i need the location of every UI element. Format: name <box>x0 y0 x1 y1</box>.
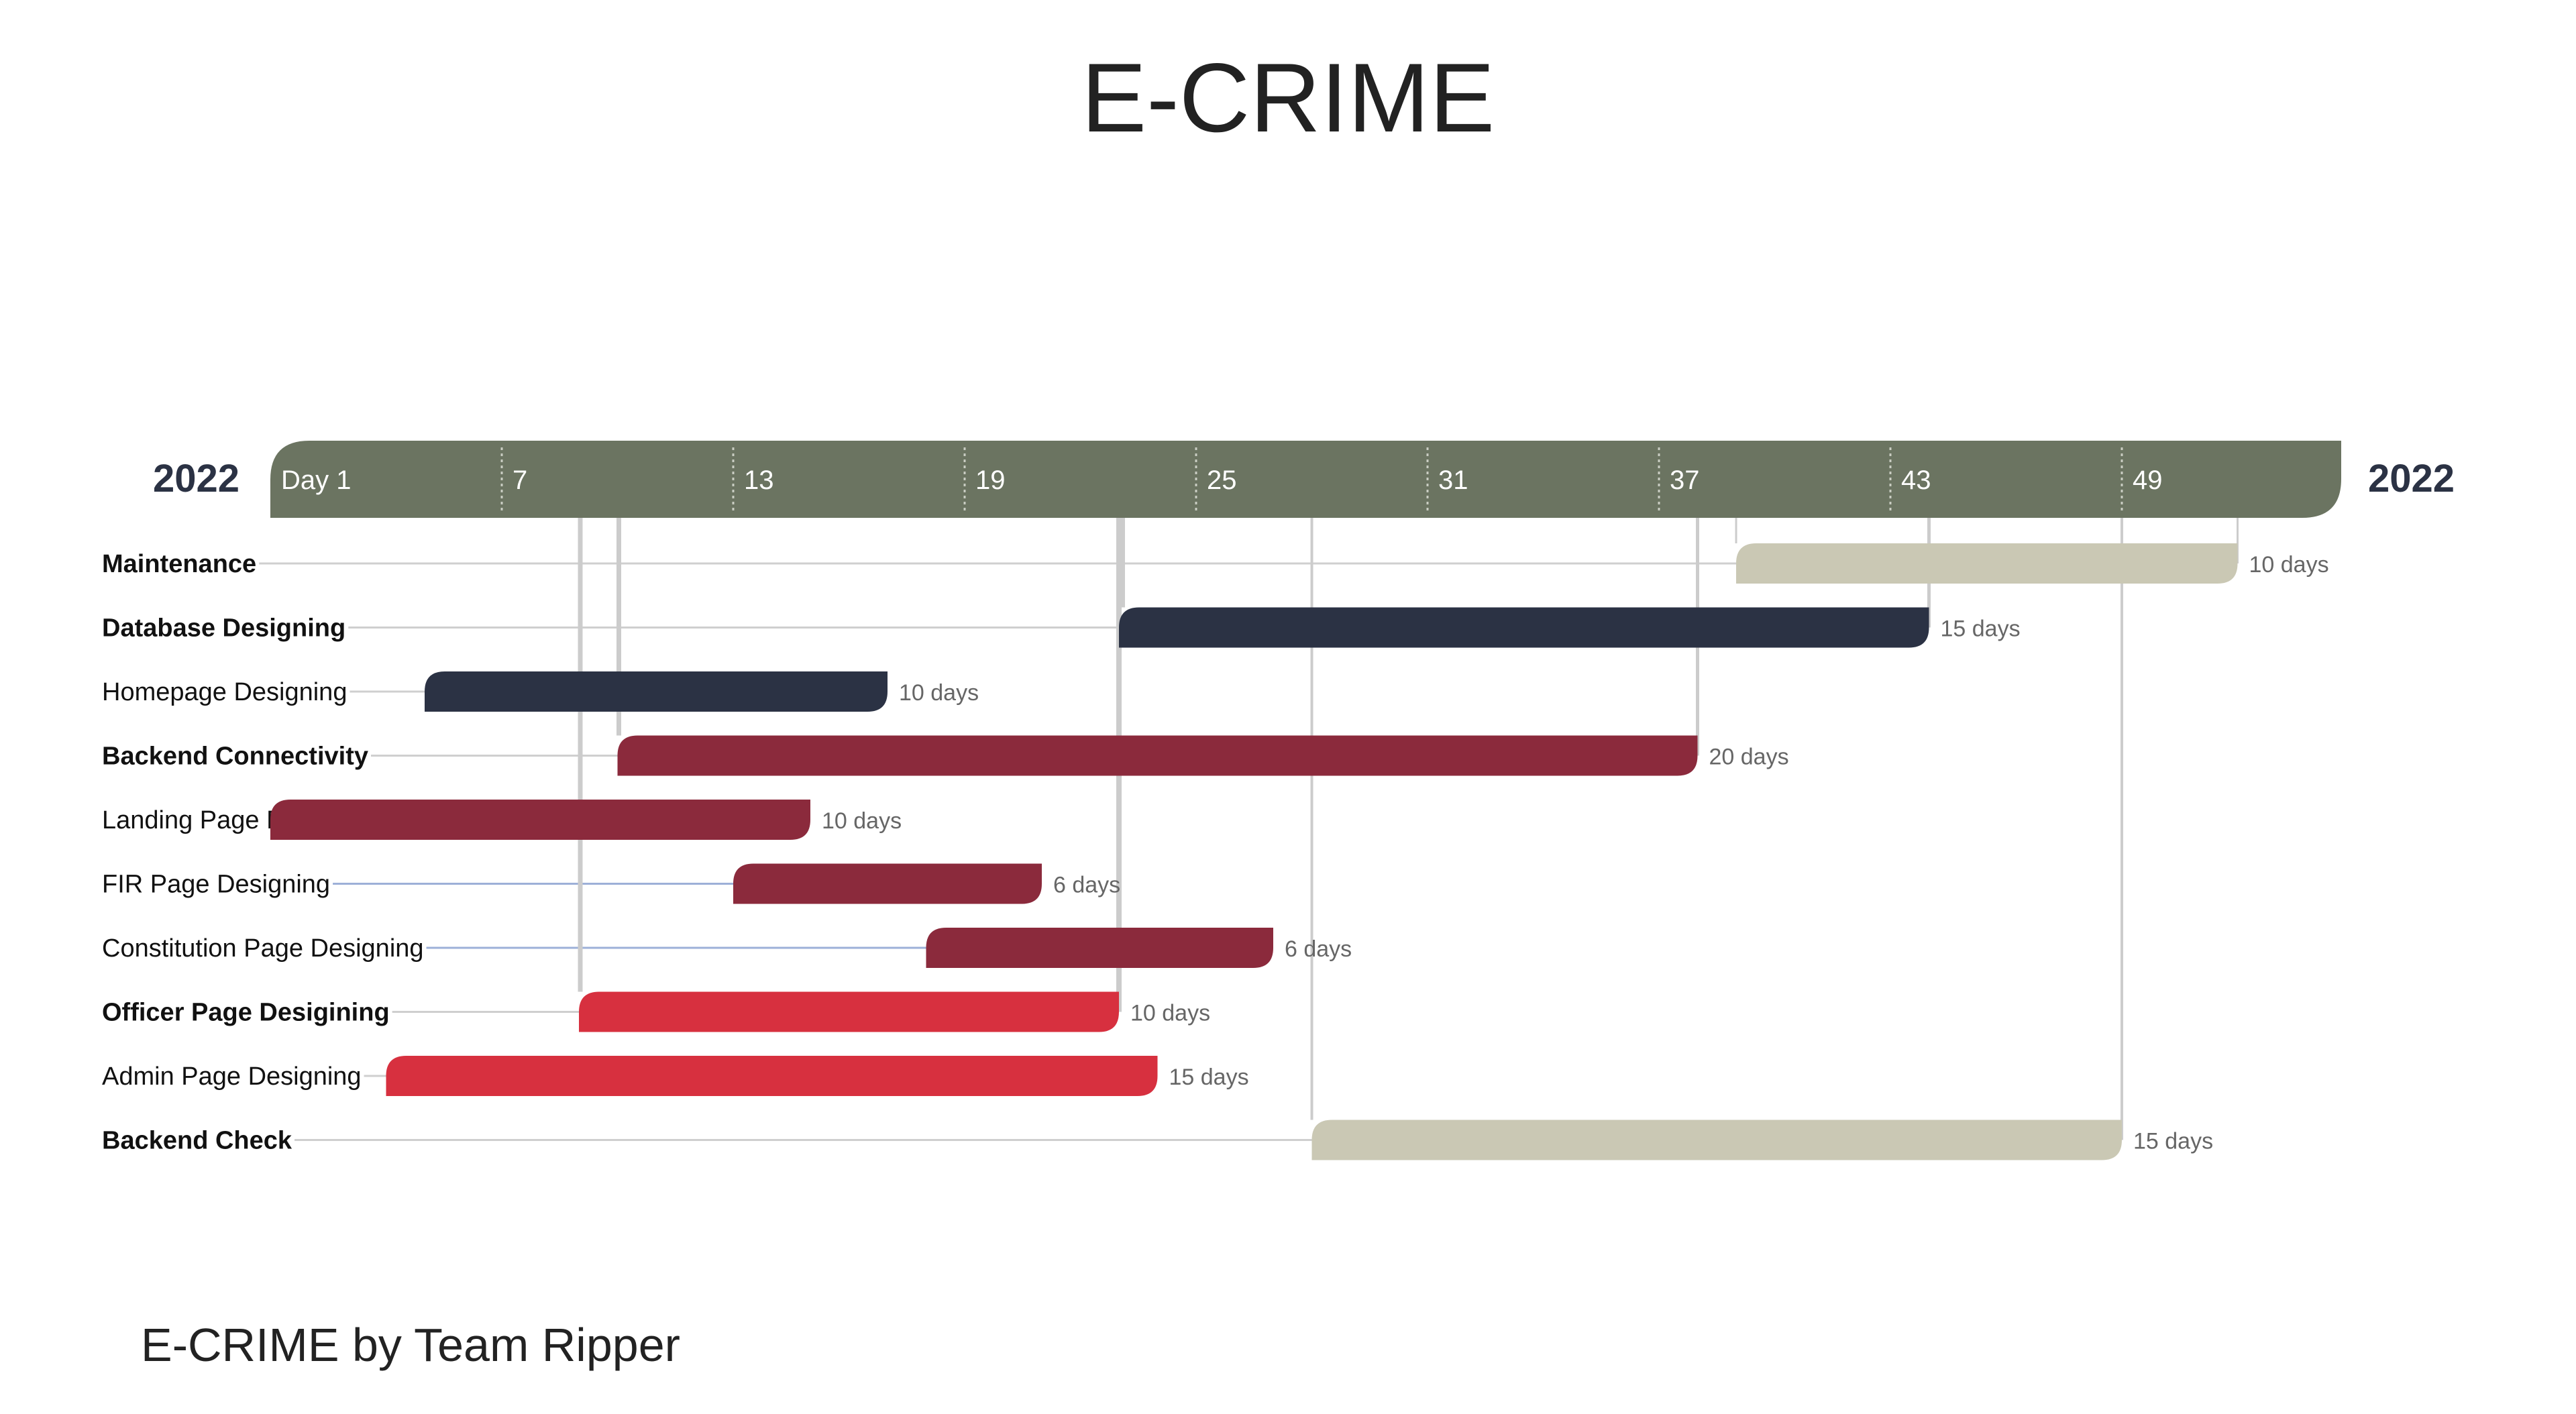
tick-label: 43 <box>1901 466 1931 495</box>
tick-label: 13 <box>744 466 774 495</box>
task-bar <box>733 863 1042 904</box>
task-label: Backend Check <box>102 1127 292 1155</box>
task-label: Database Designing <box>102 614 345 643</box>
task-bar <box>386 1056 1158 1096</box>
tick-label: Day 1 <box>281 466 352 495</box>
task-bars: Maintenance 10 days Database Designing 15 d… <box>102 543 2329 1160</box>
year-label-left: 2022 <box>153 457 239 500</box>
duration-label: 10 days <box>899 680 979 706</box>
task-label: Officer Page Desigining <box>102 999 390 1027</box>
task-bar <box>579 991 1119 1032</box>
timeline-header: Day 1 7 13 19 25 31 37 43 49 2022 2022 <box>153 441 2455 518</box>
task-bar <box>617 735 1698 776</box>
task-bar <box>270 800 810 840</box>
task-bar <box>1311 1120 2122 1160</box>
duration-label: 10 days <box>1130 1001 1210 1026</box>
tick-label: 37 <box>1670 466 1700 495</box>
duration-label: 10 days <box>2249 552 2329 578</box>
tick-label: 31 <box>1438 466 1468 495</box>
task-bar <box>1736 543 2238 584</box>
row-guide-lines <box>259 562 1736 1141</box>
task-bar <box>926 928 1273 968</box>
tick-label: 25 <box>1207 466 1237 495</box>
task-label: Constitution Page Designing <box>102 934 424 963</box>
footer-caption: E-CRIME by Team Ripper <box>141 1319 680 1371</box>
duration-label: 6 days <box>1285 936 1352 962</box>
duration-label: 15 days <box>1169 1065 1249 1090</box>
header-band <box>270 441 2341 518</box>
duration-label: 10 days <box>822 808 902 834</box>
duration-label: 15 days <box>2133 1129 2213 1154</box>
chart-title: E-CRIME <box>1081 43 1495 152</box>
year-label-right: 2022 <box>2368 457 2455 500</box>
duration-label: 20 days <box>1709 745 1789 770</box>
tick-label: 7 <box>513 466 527 495</box>
task-label: Homepage Designing <box>102 678 347 706</box>
task-bar <box>425 671 888 712</box>
task-label: FIR Page Designing <box>102 871 330 899</box>
task-label: Admin Page Designing <box>102 1063 362 1091</box>
task-label: Maintenance <box>102 550 256 578</box>
task-bar <box>1119 607 1929 648</box>
task-label: Backend Connectivity <box>102 743 368 771</box>
tick-label: 49 <box>2133 466 2163 495</box>
tick-label: 19 <box>975 466 1006 495</box>
duration-label: 6 days <box>1053 873 1120 898</box>
duration-label: 15 days <box>1941 616 2021 642</box>
